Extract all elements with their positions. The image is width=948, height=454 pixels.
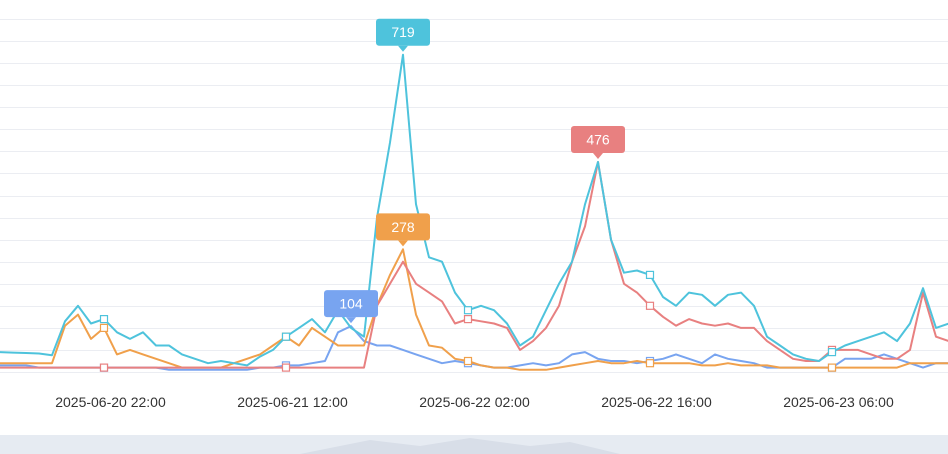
data-point <box>463 306 473 315</box>
peak-labels: 719 476 278 104 <box>324 18 625 324</box>
peak-label-pointer <box>398 45 408 52</box>
data-point <box>99 323 109 332</box>
data-point <box>99 363 109 372</box>
data-point <box>281 332 291 341</box>
x-tick-label: 2025-06-22 16:00 <box>601 394 712 410</box>
series-line-1 <box>0 161 948 369</box>
peak-label-bubble <box>324 290 378 318</box>
data-point <box>645 301 655 310</box>
peak-label-0: 719 <box>376 18 430 52</box>
peak-label-pointer <box>346 317 356 324</box>
peak-label-pointer <box>593 152 603 159</box>
peak-label-text: 719 <box>391 24 415 40</box>
bottom-panel <box>0 435 948 454</box>
series-line-2 <box>0 248 948 371</box>
x-tick-label: 2025-06-21 12:00 <box>237 394 348 410</box>
data-point <box>827 363 837 372</box>
peak-label-text: 476 <box>586 131 610 147</box>
peak-label-text: 278 <box>391 219 415 235</box>
peak-label-3: 104 <box>324 290 378 324</box>
peak-label-bubble <box>376 18 430 46</box>
peak-label-bubble <box>571 125 625 153</box>
series-line-0 <box>0 53 948 367</box>
grid-lines <box>0 19 948 373</box>
x-tick-label: 2025-06-22 02:00 <box>419 394 530 410</box>
data-point <box>645 359 655 368</box>
x-tick-label: 2025-06-20 22:00 <box>55 394 166 410</box>
data-point <box>645 270 655 279</box>
x-tick-label: 2025-06-23 06:00 <box>783 394 894 410</box>
data-point <box>463 315 473 324</box>
peak-label-pointer <box>398 240 408 247</box>
data-point <box>827 348 837 357</box>
x-axis-ticks: 2025-06-20 22:00 2025-06-21 12:00 2025-06-… <box>55 394 894 410</box>
data-point <box>281 363 291 372</box>
data-point <box>463 356 473 366</box>
peak-label-2: 278 <box>376 213 430 247</box>
peak-label-text: 104 <box>339 296 363 312</box>
data-point <box>99 315 109 324</box>
peak-label-bubble <box>376 213 430 241</box>
series-lines <box>0 53 948 372</box>
peak-label-1: 476 <box>571 125 625 159</box>
